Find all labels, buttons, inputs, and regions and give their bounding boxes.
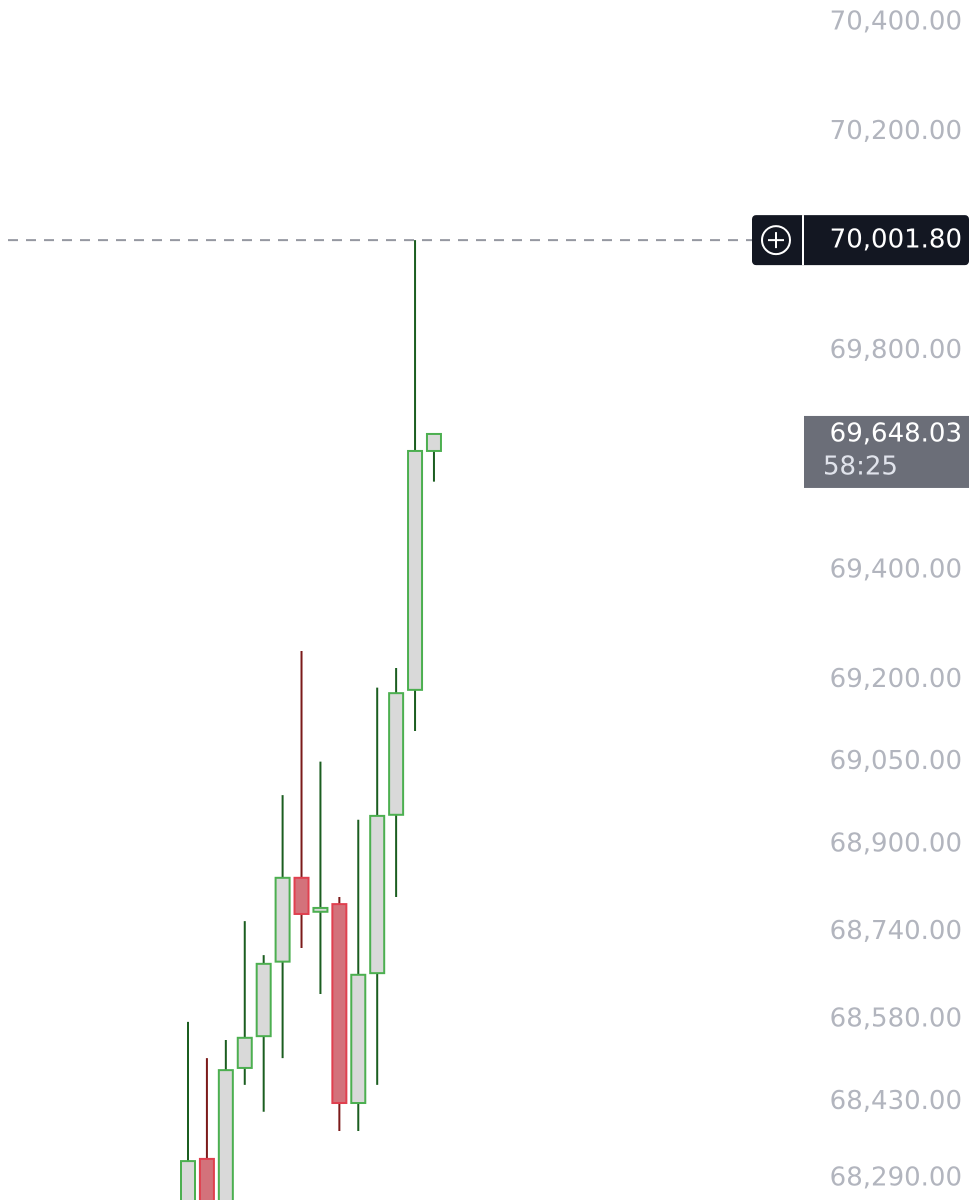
y-tick-label: 69,400.00 xyxy=(830,554,962,584)
y-tick-label: 69,200.00 xyxy=(830,664,962,694)
last-price: 69,648.03 xyxy=(830,418,962,448)
candle-body xyxy=(407,449,424,691)
candle-body xyxy=(388,692,405,816)
countdown: 58:25 xyxy=(823,451,898,481)
y-tick-label: 68,430.00 xyxy=(830,1086,962,1116)
y-tick-label: 69,050.00 xyxy=(830,746,962,776)
y-tick-label: 68,290.00 xyxy=(830,1163,962,1193)
candle-body xyxy=(312,906,329,913)
y-tick-label: 70,200.00 xyxy=(830,116,962,146)
y-tick-label: 69,800.00 xyxy=(830,335,962,365)
crosshair-price: 70,001.80 xyxy=(830,225,962,255)
candle-body xyxy=(236,1036,253,1069)
candle-body xyxy=(217,1069,234,1200)
y-tick-label: 68,740.00 xyxy=(830,916,962,946)
candle-body xyxy=(255,962,272,1038)
candle-body xyxy=(274,876,291,963)
price-axis: 70,400.00 70,200.00 69,800.00 69,400.00 69,2… xyxy=(752,6,969,1193)
y-tick-label: 70,400.00 xyxy=(830,6,962,36)
y-tick-label: 68,900.00 xyxy=(830,828,962,858)
candle-body xyxy=(180,1160,196,1200)
candle-body xyxy=(425,432,442,452)
plot-area xyxy=(8,239,760,1200)
add-alert-button[interactable] xyxy=(761,225,791,256)
candle-body xyxy=(198,1157,215,1200)
candle-body xyxy=(350,973,367,1105)
candle-body xyxy=(369,814,386,975)
crosshair-label-bg xyxy=(752,215,969,266)
y-tick-label: 68,580.00 xyxy=(830,1004,962,1034)
candle-body xyxy=(293,876,310,915)
candle-body xyxy=(331,903,348,1105)
last-price-bg xyxy=(804,415,969,488)
